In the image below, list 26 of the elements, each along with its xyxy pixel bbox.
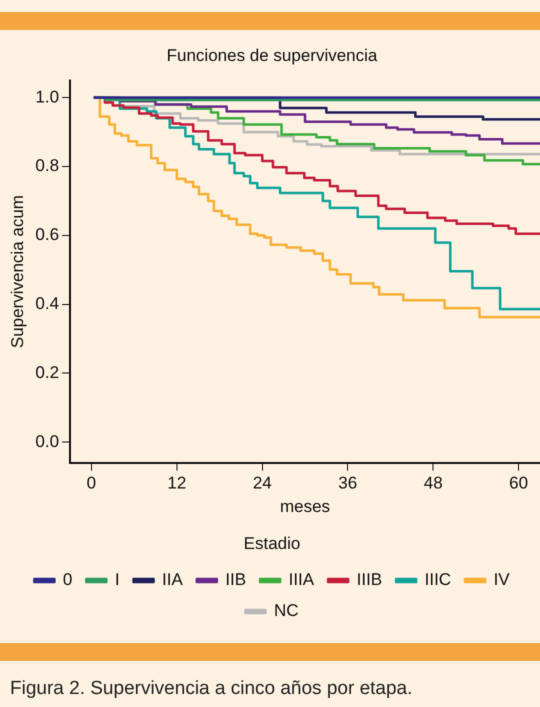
legend-label: IIIA <box>288 570 315 590</box>
y-axis-title: Supervivencia acum <box>8 195 27 348</box>
x-tick-label: 36 <box>338 474 358 493</box>
legend-title: Estadio <box>244 534 300 553</box>
legend-label: IIB <box>225 570 246 590</box>
x-tick-label: 48 <box>424 474 443 493</box>
legend-label: IIA <box>162 570 184 590</box>
legend-label: I <box>114 570 120 590</box>
legend-label: NC <box>274 601 299 620</box>
y-tick-label: 0.4 <box>35 294 60 314</box>
text: Figura 2. Supervivencia a cinco años por etapa. <box>10 678 412 700</box>
y-tick-label: 0.2 <box>35 362 60 382</box>
legend-label: IIIB <box>356 570 382 590</box>
x-tick-label: 24 <box>252 474 272 493</box>
x-tick-label: 60 <box>509 474 528 493</box>
y-tick-label: 0.6 <box>35 225 60 244</box>
legend-label: 0 <box>62 570 72 590</box>
y-tick-label: 0.0 <box>35 432 60 451</box>
y-tick-label: 0.8 <box>35 156 60 176</box>
legend-label: IV <box>494 570 510 590</box>
chart-title: Funciones de supervivencia <box>166 46 378 65</box>
legend-label: IIIC <box>424 570 452 590</box>
x-tick-label: 0 <box>86 474 96 493</box>
x-axis-title: meses <box>280 497 330 516</box>
y-tick-label: 1.0 <box>35 87 60 106</box>
x-tick-label: 12 <box>167 474 186 493</box>
